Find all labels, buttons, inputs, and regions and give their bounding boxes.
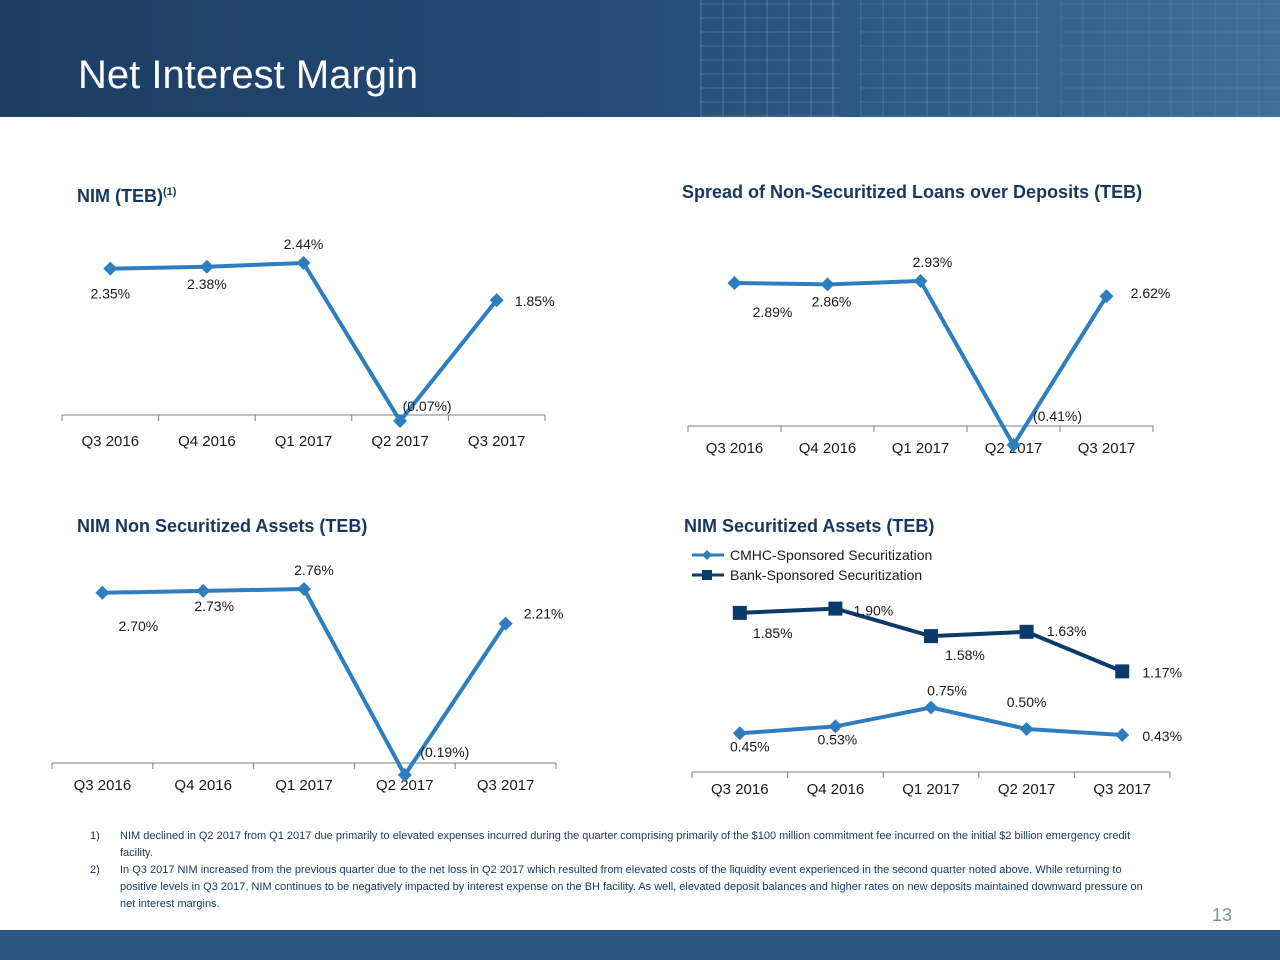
- data-label: 0.43%: [1142, 728, 1182, 744]
- x-tick-label: Q1 2017: [892, 440, 950, 457]
- x-tick-label: Q2 2017: [376, 777, 434, 794]
- data-point: [1099, 289, 1114, 304]
- footnote-number: 1): [90, 830, 100, 842]
- data-point: [103, 261, 118, 276]
- chart-4: Q3 2016 Q4 2016 Q1 2017 Q2 2017 Q3 2017 0.45%…: [691, 547, 1182, 798]
- x-tick-label: Q4 2016: [799, 440, 857, 457]
- data-label: 2.93%: [913, 254, 953, 270]
- data-point: [196, 583, 211, 598]
- chart-2: Q3 2016 Q4 2016 Q1 2017 Q2 2017 Q3 20172.89%…: [687, 254, 1171, 457]
- data-label: 2.89%: [753, 304, 793, 320]
- x-tick-label: Q2 2017: [998, 781, 1056, 798]
- data-label: 1.17%: [1142, 664, 1182, 680]
- data-label: 2.35%: [90, 286, 130, 302]
- data-label: 1.85%: [515, 293, 555, 309]
- data-label: 1.58%: [945, 647, 985, 663]
- header-banner: Net Interest Margin: [0, 0, 1280, 117]
- footnotes: 1) NIM declined in Q2 2017 from Q1 2017 …: [90, 828, 1150, 913]
- data-point: [296, 256, 311, 270]
- footnote-number: 2): [90, 864, 100, 876]
- data-point: [913, 274, 928, 288]
- data-label: 0.50%: [1007, 694, 1047, 710]
- data-label: 0.45%: [730, 738, 770, 754]
- data-point: [924, 700, 938, 715]
- x-tick-label: Q3 2017: [477, 777, 535, 794]
- x-tick-label: Q3 2017: [1093, 781, 1151, 798]
- x-tick-label: Q4 2016: [178, 433, 236, 450]
- data-point: [489, 293, 504, 308]
- chart-title-nim-non-securitized: NIM Non Securitized Assets (TEB): [77, 516, 368, 536]
- data-point: [498, 616, 513, 631]
- data-label: 2.70%: [119, 618, 159, 634]
- x-tick-label: Q3 2016: [706, 440, 764, 457]
- data-point: [727, 275, 742, 290]
- footnote: 1) NIM declined in Q2 2017 from Q1 2017 …: [90, 828, 1150, 862]
- data-point: [732, 605, 747, 620]
- data-label: (0.41%): [1033, 408, 1082, 424]
- data-label: 0.53%: [818, 731, 858, 747]
- data-label: 1.63%: [1047, 623, 1087, 639]
- data-label: 2.76%: [294, 562, 334, 578]
- data-label: (0.19%): [420, 744, 469, 760]
- chart-3: Q3 2016 Q4 2016 Q1 2017 Q2 2017 Q3 2017 2.70%…: [51, 562, 564, 794]
- x-tick-label: Q3 2016: [711, 781, 769, 798]
- page-title: Net Interest Margin: [78, 53, 419, 97]
- data-point: [95, 585, 110, 600]
- data-point: [297, 582, 311, 596]
- x-tick-label: Q2 2017: [371, 433, 429, 450]
- data-point: [397, 768, 412, 782]
- building-graphic: [700, 0, 840, 117]
- x-tick-label: Q3 2017: [468, 433, 526, 450]
- data-point: [828, 719, 843, 734]
- data-label: (0.07%): [403, 398, 452, 414]
- legend-marker: [702, 550, 712, 560]
- data-point: [1115, 664, 1130, 679]
- data-point: [393, 414, 408, 428]
- x-tick-label: Q4 2016: [807, 781, 865, 798]
- data-label: 2.62%: [1131, 285, 1171, 301]
- legend-label: Bank-Sponsored Securitization: [730, 567, 922, 583]
- legend-label: CMHC-Sponsored Securitization: [730, 547, 932, 563]
- data-label: 2.21%: [524, 606, 564, 622]
- x-tick-label: Q1 2017: [275, 777, 333, 794]
- data-label: 0.75%: [927, 683, 967, 699]
- legend-marker: [702, 570, 712, 580]
- x-tick-label: Q3 2016: [82, 433, 140, 450]
- data-label: 2.86%: [812, 293, 852, 309]
- data-point: [820, 277, 835, 292]
- data-point: [1019, 722, 1034, 736]
- data-label: 1.90%: [854, 603, 894, 619]
- data-label: 2.44%: [284, 236, 324, 252]
- chart-title-nim-securitized: NIM Securitized Assets (TEB): [684, 516, 935, 536]
- data-point: [1115, 728, 1130, 743]
- data-point: [199, 259, 214, 274]
- data-label: 2.38%: [187, 276, 227, 292]
- building-graphic: [860, 0, 1040, 117]
- chart-title-nim: NIM (TEB)(1): [77, 186, 177, 206]
- footnote-text: NIM declined in Q2 2017 from Q1 2017 due…: [120, 830, 1131, 859]
- x-tick-label: Q4 2016: [174, 777, 232, 794]
- data-point: [924, 629, 938, 644]
- footnote: 2) In Q3 2017 NIM increased from the pre…: [90, 862, 1150, 913]
- x-tick-label: Q3 2016: [74, 777, 132, 794]
- page-number: 13: [1211, 905, 1232, 925]
- footnote-text: In Q3 2017 NIM increased from the previo…: [120, 864, 1143, 910]
- x-tick-label: Q3 2017: [1078, 440, 1136, 457]
- x-tick-label: Q1 2017: [275, 433, 333, 450]
- data-label: 1.85%: [753, 625, 793, 641]
- building-graphic: [1060, 0, 1280, 117]
- chart-title-spread: Spread of Non-Securitized Loans over Dep…: [682, 182, 1143, 202]
- data-point: [1019, 624, 1034, 639]
- data-point: [828, 601, 843, 616]
- footer-bar: [0, 930, 1280, 960]
- data-point: [1006, 438, 1021, 452]
- x-tick-label: Q1 2017: [902, 781, 960, 798]
- data-point: [732, 726, 747, 741]
- chart-1: Q3 2016 Q4 2016 Q1 2017 Q2 2017 Q3 2017 2.35%…: [61, 236, 555, 450]
- data-label: 2.73%: [194, 598, 234, 614]
